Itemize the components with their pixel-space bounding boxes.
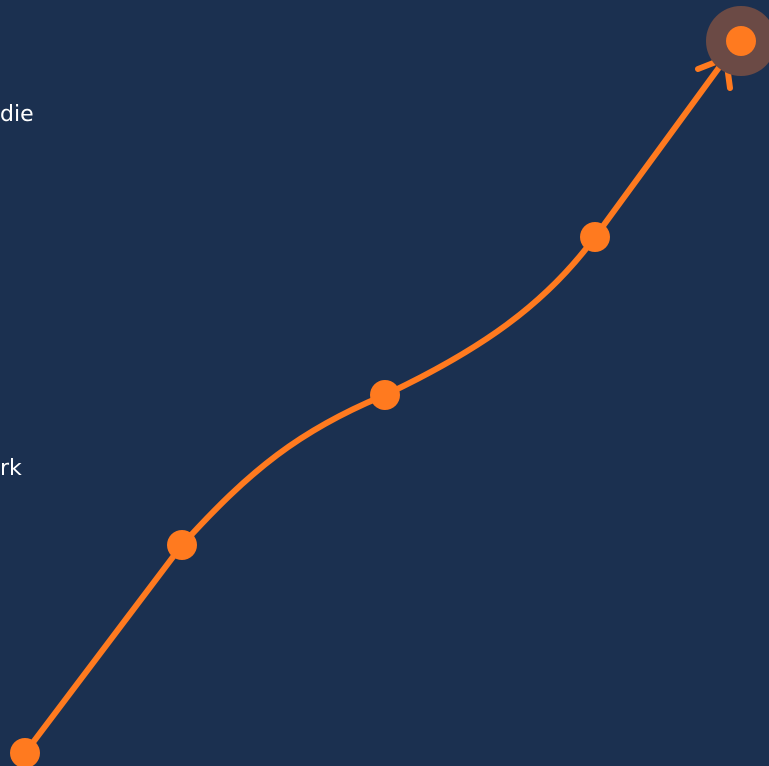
path-node-4 [580,222,610,252]
text-fragment-middle: rk [0,456,22,481]
endpoint-node [726,26,756,56]
text-fragment-top: die [0,102,34,127]
path-node-2 [167,530,197,560]
path-node-1 [10,738,40,766]
path-node-3 [370,380,400,410]
